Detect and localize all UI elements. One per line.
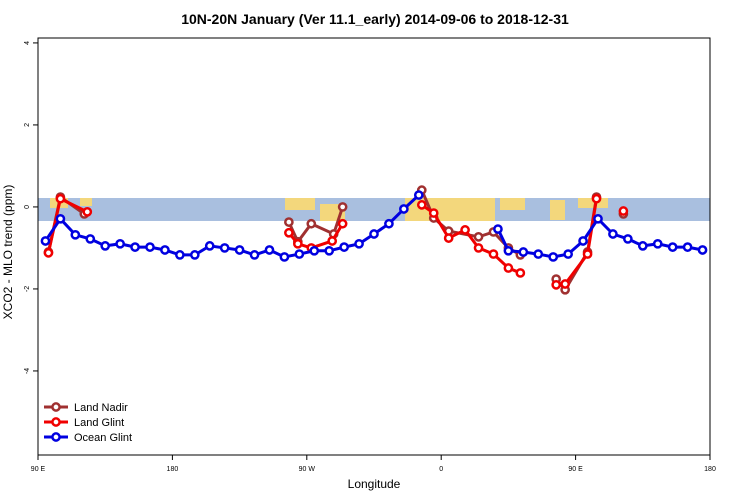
data-point [667, 242, 678, 252]
legend-label: Ocean Glint [74, 432, 132, 444]
data-point [115, 238, 125, 249]
legend-label: Land Glint [74, 417, 124, 429]
data-point [618, 206, 629, 216]
data-point [234, 245, 245, 255]
y-tick-label: 2 [24, 123, 31, 127]
data-point [582, 249, 593, 259]
data-point [637, 241, 648, 251]
data-point [413, 190, 424, 200]
data-point [339, 242, 349, 252]
x-tick-label: 90 E [31, 466, 46, 473]
data-point [55, 193, 66, 204]
data-point [593, 213, 603, 224]
plot-frame [37, 37, 711, 456]
data-point [337, 218, 348, 229]
data-point [608, 229, 618, 239]
data-point [43, 248, 54, 258]
data-point [460, 225, 470, 235]
data-point [652, 238, 663, 249]
y-tick-label: 0 [24, 205, 31, 209]
data-point [473, 232, 484, 242]
data-point [145, 242, 155, 252]
y-axis-label: XCO2 - MLO trend (ppm) [1, 185, 15, 320]
legend-label: Land Nadir [74, 402, 128, 414]
data-point [82, 207, 93, 217]
data-point [294, 249, 305, 259]
data-point [515, 268, 526, 278]
data-point [306, 218, 317, 229]
x-tick-label: 90 W [299, 466, 316, 473]
data-point [284, 227, 294, 238]
data-point [563, 249, 573, 259]
data-point [249, 250, 260, 260]
x-tick-label: 90 E [568, 466, 583, 473]
chart-title: 10N-20N January (Ver 11.1_early) 2014-09… [181, 11, 569, 27]
x-axis-label: Longitude [348, 477, 401, 491]
data-point [384, 218, 394, 229]
data-point [264, 245, 275, 255]
data-point [70, 229, 81, 240]
data-point [399, 204, 409, 214]
data-point [518, 247, 529, 257]
data-point [324, 245, 335, 256]
data-point [327, 236, 338, 246]
data-point [204, 241, 215, 251]
y-tick-label: 4 [24, 41, 31, 45]
x-tick-label: 0 [439, 466, 443, 473]
data-point [85, 234, 96, 244]
data-point [40, 236, 51, 246]
data-point [473, 243, 484, 253]
data-point [548, 252, 559, 262]
x-tick-label: 180 [167, 466, 179, 473]
y-tick-label: -4 [24, 368, 31, 374]
data-point [533, 249, 544, 259]
legend-marker [51, 417, 61, 427]
data-point [682, 242, 693, 252]
data-point [292, 238, 303, 249]
data-point [189, 250, 200, 260]
data-point [551, 279, 562, 290]
data-point [219, 243, 230, 253]
data-point [591, 193, 602, 204]
legend-marker [51, 432, 61, 442]
data-point [488, 249, 499, 259]
data-point [560, 279, 570, 289]
data-point [697, 245, 708, 255]
data-point [369, 229, 379, 239]
data-point [130, 242, 140, 252]
data-point [309, 245, 320, 256]
data-point [578, 236, 588, 246]
data-point [428, 208, 439, 218]
map-band [38, 198, 710, 221]
data-point [443, 233, 454, 243]
data-point [337, 202, 348, 212]
data-point [503, 263, 514, 273]
data-point [160, 245, 170, 255]
data-point [284, 217, 294, 227]
y-tick-label: -2 [24, 286, 31, 292]
data-point [623, 234, 633, 244]
data-point [55, 213, 66, 224]
data-point [503, 245, 514, 256]
data-point [279, 252, 290, 262]
data-point [354, 238, 364, 249]
data-point [175, 250, 185, 260]
x-tick-label: 180 [704, 466, 716, 473]
data-point [493, 224, 503, 234]
legend-marker [51, 402, 61, 412]
data-point [416, 200, 427, 210]
data-point [100, 241, 111, 251]
